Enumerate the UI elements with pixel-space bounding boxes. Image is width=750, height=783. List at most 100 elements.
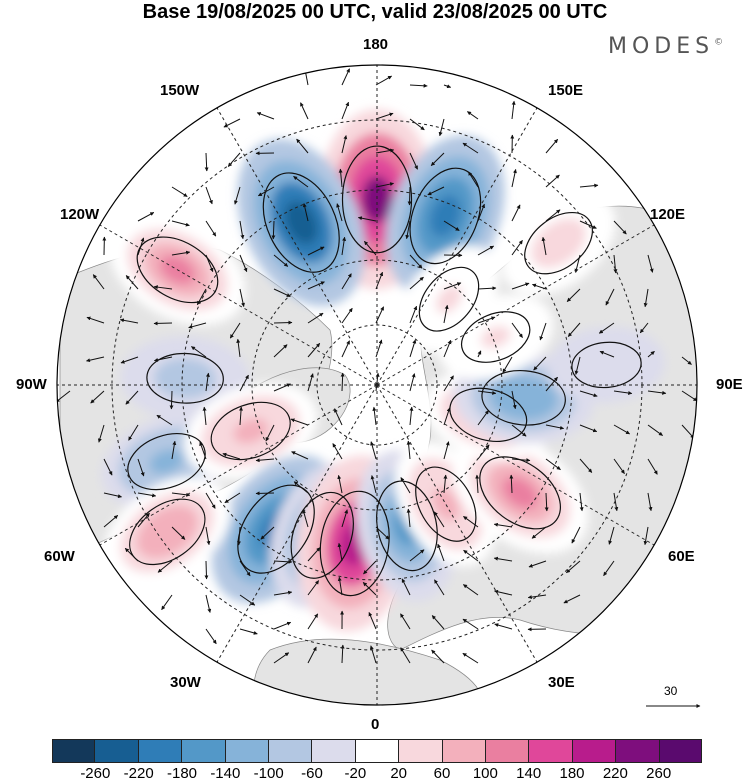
wind-arrow [97,424,105,443]
wind-arrow [511,390,517,410]
wind-arrow [369,645,377,664]
wind-arrow [639,322,649,334]
wind-arrow [681,390,697,402]
wind-arrow [224,492,241,504]
wind-arrow [647,424,663,436]
lon-label-60w: 60W [44,548,75,565]
wind-arrow [363,240,377,256]
anomaly-isoline [571,341,642,389]
meridian-line [376,107,538,386]
wind-arrow [137,512,150,528]
wind-arrow [545,138,559,154]
wind-arrow [545,424,565,430]
anomaly-field [101,109,665,632]
wind-arrow [494,623,513,630]
map-title: Base 19/08/2025 00 UTC, valid 23/08/2025… [142,1,608,23]
wind-arrow [338,168,343,188]
wind-arrow [273,652,290,664]
meridian-line [376,224,655,386]
map-border [56,64,698,706]
colorbar-tick-label: 180 [559,765,585,782]
wind-arrow [613,390,633,395]
colorbar-segment [486,739,530,763]
anomaly-contour [480,326,511,349]
colorbar-tick-label: -260 [80,765,111,782]
wind-arrow [171,492,191,497]
wind-arrow [205,594,212,613]
anomaly-isoline [210,401,291,461]
wind-arrow [205,372,210,392]
wind-arrow [307,646,317,664]
wind-arrow [260,526,275,540]
wind-arrow [502,356,513,373]
wind-arrow [375,75,392,86]
wind-arrow [647,458,658,475]
wind-arrow [239,560,251,577]
meridian-line [99,224,378,386]
wind-arrow [375,112,394,120]
wind-arrow [368,612,377,630]
wind-arrow [409,373,416,392]
wind-arrow [431,615,445,630]
wind-arrow [462,652,479,664]
wind-arrow [332,443,343,460]
wind-arrow [370,441,377,460]
colorbar-segment [355,739,400,763]
wind-arrow [341,236,347,256]
wind-arrow [86,356,105,363]
wind-arrow [337,576,343,596]
wind-arrow [119,318,139,324]
wind-arrow [296,138,309,154]
meridian-line [376,384,655,546]
wind-arrow [405,220,411,240]
anomaly-isoline [319,490,390,597]
wind-arrow [236,526,241,546]
wind-arrow [307,580,320,596]
colorbar-tick-label: 60 [433,765,451,782]
anomaly-isoline [460,311,531,363]
anomaly-contour [168,367,202,390]
wind-arrow [86,316,105,324]
wind-arrow [477,444,490,460]
anomaly-contour [436,285,462,314]
wind-arrow [337,474,343,494]
colorbar-tick-label: 220 [602,765,628,782]
wind-arrow [566,288,581,302]
lon-label-120w: 120W [60,206,100,223]
wind-arrow [406,508,411,528]
colorbar-segment [138,739,183,763]
colorbar-tick-label: 140 [516,765,542,782]
wind-arrow [222,452,241,460]
wind-arrow [205,186,213,205]
wind-arrow [341,101,350,120]
wind-arrow [579,492,584,512]
wind-arrow [511,204,521,222]
wind-arrow [137,458,145,477]
anomaly-isoline [481,370,566,426]
wind-arrow [475,474,480,494]
wind-arrow [375,182,395,188]
wind-arrow [493,556,513,562]
colorbar-segment [95,739,139,763]
wind-arrow [545,209,561,222]
wind-arrow [300,102,309,120]
wind-arrow [579,424,598,433]
colorbar-segment [399,739,443,763]
wind-arrow [204,152,209,172]
anomaly-isoline [146,352,224,404]
wind-arrow [199,441,207,460]
wind-arrow [239,594,256,606]
lon-label-60e: 60E [668,548,695,565]
wind-arrow [539,322,547,341]
wind-arrow [603,560,615,577]
wind-arrow [545,458,561,471]
wind-arrow [409,549,425,562]
lon-label-120e: 120E [650,206,686,223]
wind-arrow [375,526,390,540]
wind-arrow [567,322,581,337]
wind-arrow [463,584,479,596]
wind-arrow [205,492,216,509]
wind-arrow [205,254,214,273]
wind-arrow [302,203,309,222]
wind-arrow [574,356,581,375]
